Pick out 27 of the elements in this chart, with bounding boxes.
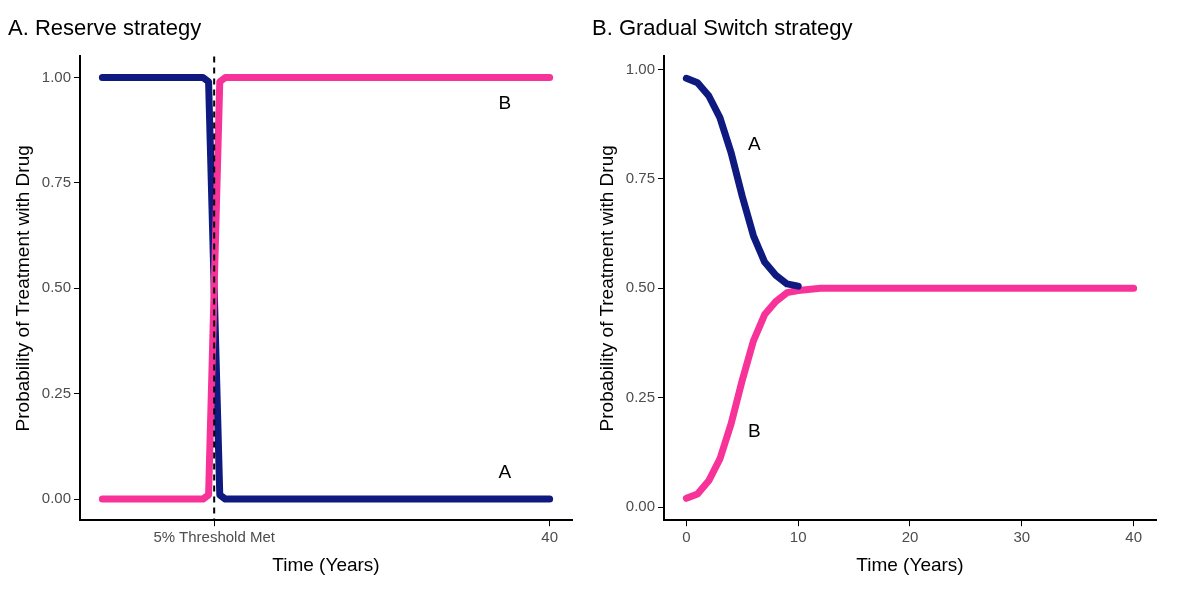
x-tick-label: 0	[682, 528, 691, 546]
y-tick-label: 0.25	[41, 383, 71, 401]
x-axis-title: Time (Years)	[856, 553, 964, 575]
x-axis-title: Time (Years)	[272, 553, 380, 575]
y-tick-label: 0.75	[41, 173, 71, 191]
y-tick-label: 0.75	[625, 169, 655, 187]
y-tick-label: 0.00	[625, 497, 655, 515]
series-label: A	[747, 132, 761, 154]
y-tick-label: 0.50	[625, 278, 655, 296]
series-label: B	[747, 420, 761, 442]
series-label: B	[498, 91, 512, 113]
y-tick-label: 1.00	[625, 59, 655, 77]
y-tick-label: 0.50	[41, 278, 71, 296]
x-tick-label: 20	[901, 528, 919, 546]
chart-title: B. Gradual Switch strategy	[592, 15, 853, 41]
y-tick-label: 1.00	[41, 67, 71, 85]
x-tick-label: 40	[541, 528, 558, 546]
y-axis-title: Probability of Treatment with Drug	[11, 145, 33, 432]
y-axis-title: Probability of Treatment with Drug	[595, 145, 617, 432]
y-tick-label: 0.00	[41, 489, 71, 507]
y-tick-label: 0.25	[625, 387, 655, 405]
x-tick-label: 10	[789, 528, 807, 546]
chart-title: A. Reserve strategy	[8, 15, 202, 41]
x-tick-label: 30	[1013, 528, 1031, 546]
x-tick-label: 5% Threshold Met	[153, 528, 276, 546]
series-label: A	[498, 461, 512, 483]
x-tick-label: 40	[1125, 528, 1142, 546]
